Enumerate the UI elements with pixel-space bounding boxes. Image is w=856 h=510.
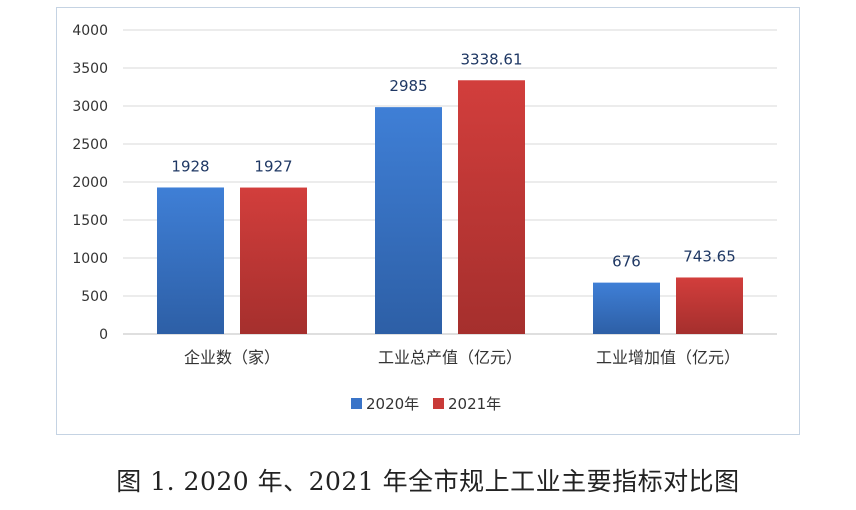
y-tick-label: 3000 [72, 99, 108, 115]
data-label: 1928 [171, 157, 209, 175]
axes: 0 500 1000 1500 2000 2500 3000 3500 4000 企业数（家） 工业… [72, 23, 777, 367]
y-tick-label: 0 [99, 327, 108, 343]
data-labels: 1928 1927 2985 3338.61 676 743.65 [171, 50, 735, 270]
legend-label: 2021年 [448, 395, 501, 413]
y-tick-label: 2000 [72, 175, 108, 191]
bar-s2021-2 [676, 277, 743, 334]
bar-s2020-1 [375, 107, 442, 334]
legend-label: 2020年 [366, 395, 419, 413]
x-category-label: 工业增加值（亿元） [596, 348, 740, 367]
data-label: 743.65 [683, 247, 736, 265]
data-label: 1927 [254, 158, 292, 176]
legend-swatch [433, 398, 444, 409]
legend-swatch [351, 398, 362, 409]
y-tick-label: 2500 [72, 137, 108, 153]
gridlines [123, 29, 777, 297]
data-label: 2985 [389, 77, 427, 95]
legend: 2020年 2021年 [351, 395, 501, 413]
bar-s2021-1 [458, 80, 525, 334]
x-category-label: 企业数（家） [184, 348, 280, 367]
bar-s2020-2 [593, 282, 660, 334]
bar-s2021-0 [240, 187, 307, 334]
x-category-label: 工业总产值（亿元） [378, 348, 522, 367]
y-tick-label: 1000 [72, 251, 108, 267]
data-label: 676 [612, 253, 641, 271]
figure-caption: 图 1. 2020 年、2021 年全市规上工业主要指标对比图 [116, 467, 740, 496]
y-tick-label: 500 [81, 289, 108, 305]
bar-s2020-0 [157, 187, 224, 334]
y-tick-label: 4000 [72, 23, 108, 39]
data-label: 3338.61 [460, 50, 522, 68]
y-tick-label: 1500 [72, 213, 108, 229]
y-tick-label: 3500 [72, 61, 108, 77]
bars [157, 80, 743, 334]
